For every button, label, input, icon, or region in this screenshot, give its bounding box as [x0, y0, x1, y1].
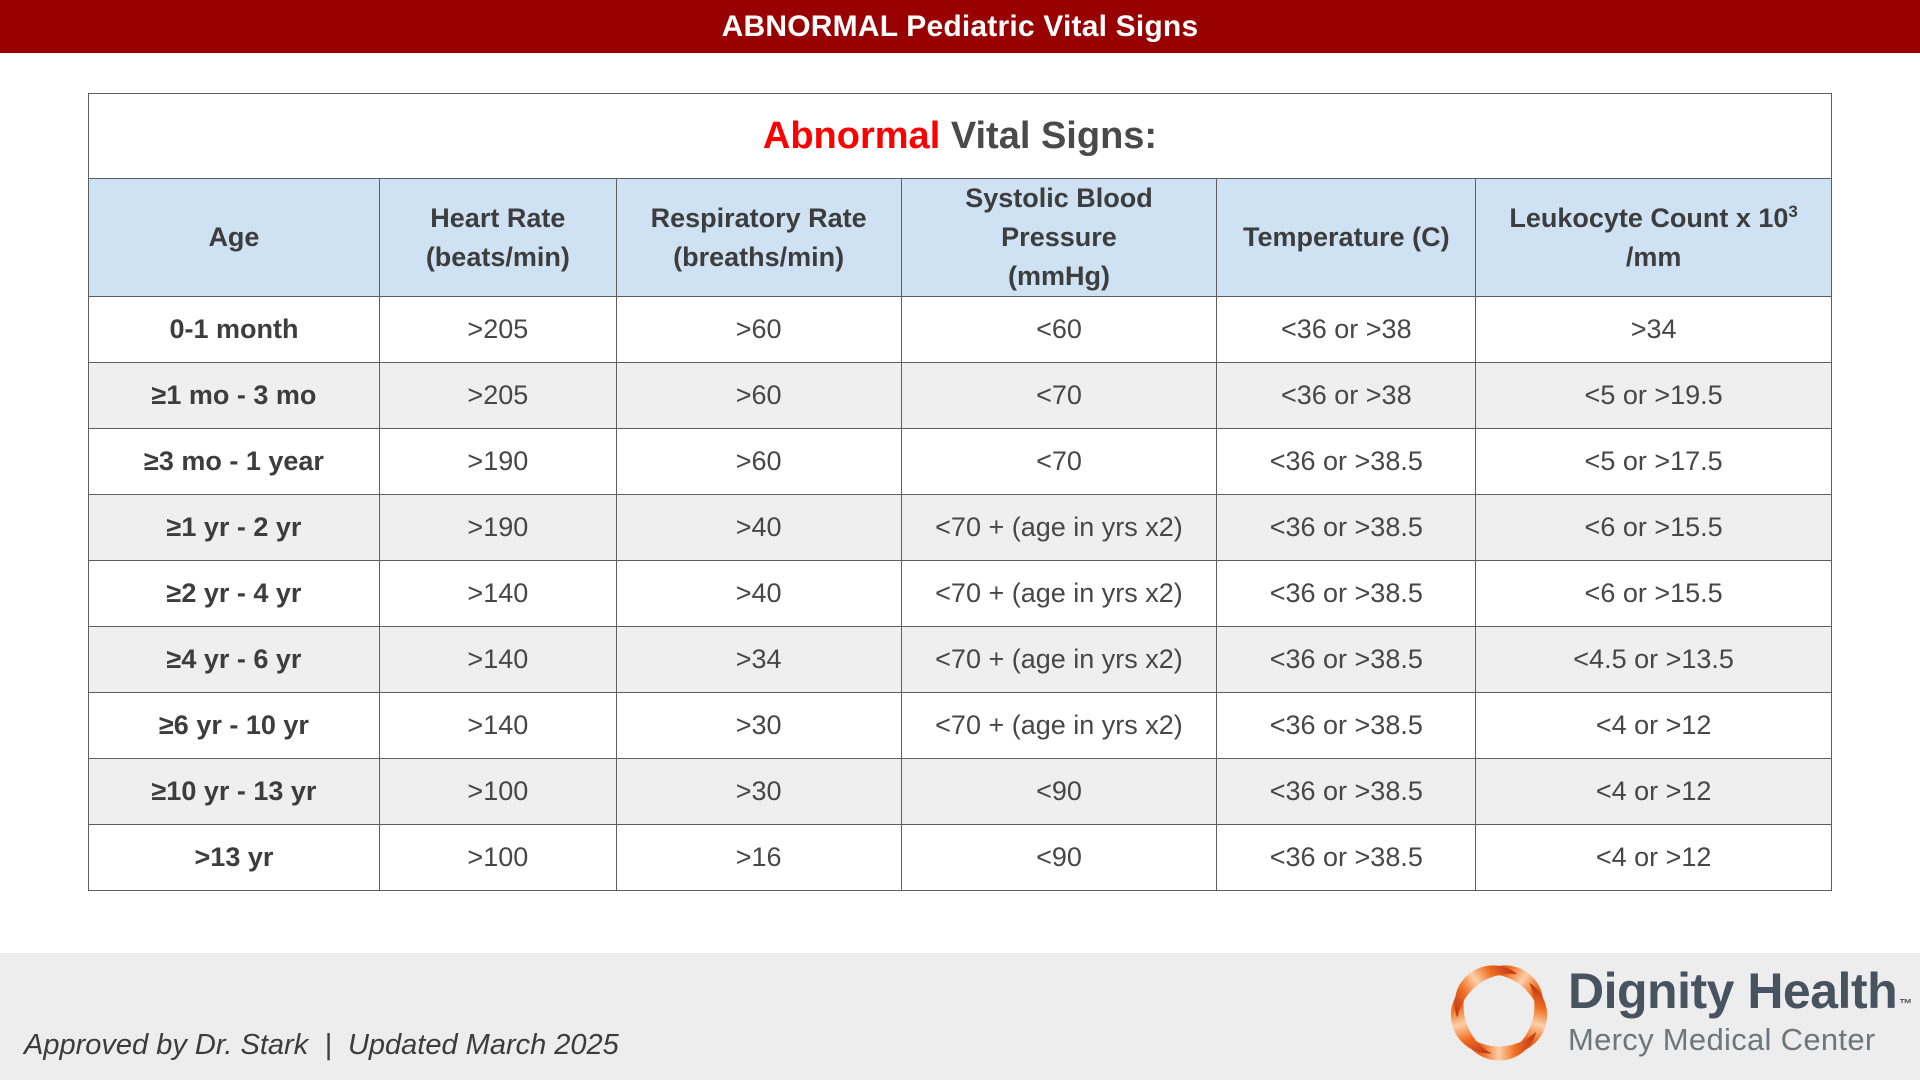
value-cell: <36 or >38 [1216, 362, 1477, 430]
value-cell: <60 [900, 296, 1218, 364]
value-cell: >140 [378, 692, 617, 760]
value-cell: <70 + (age in yrs x2) [900, 560, 1218, 628]
footer: Approved by Dr. Stark | Updated March 20… [0, 953, 1920, 1080]
column-header-systolic-blood-pressure: Systolic Blood Pressure (mmHg) [900, 177, 1218, 298]
value-cell: <70 + (age in yrs x2) [900, 626, 1218, 694]
value-cell: >34 [615, 626, 902, 694]
value-cell: <4 or >12 [1475, 824, 1832, 892]
value-cell: <70 + (age in yrs x2) [900, 494, 1218, 562]
logo-text-block: Dignity Health ™ Mercy Medical Center [1568, 966, 1912, 1058]
table-row: ≥2 yr - 4 yr >140 >40 <70 + (age in yrs x2)… [88, 560, 1832, 628]
table-row: ≥1 mo - 3 mo >205 >60 <70 <36 or >38 <5 or >1… [88, 362, 1832, 430]
value-cell: >140 [378, 626, 617, 694]
value-cell: <36 or >38.5 [1216, 692, 1477, 760]
value-cell: <36 or >38 [1216, 296, 1477, 364]
banner-title: ABNORMAL Pediatric Vital Signs [721, 9, 1199, 43]
value-cell: <36 or >38.5 [1216, 758, 1477, 826]
trademark-symbol: ™ [1899, 996, 1912, 1011]
table-title-highlight: Abnormal [762, 114, 941, 157]
dignity-health-flower-icon [1450, 965, 1548, 1061]
value-cell: <4 or >12 [1475, 758, 1832, 826]
value-cell: >40 [615, 494, 902, 562]
age-cell: 0-1 month [88, 296, 380, 364]
table-row: ≥10 yr - 13 yr >100 >30 <90 <36 or >38.5 <4 o… [88, 758, 1832, 826]
value-cell: >100 [378, 824, 617, 892]
vital-signs-table: Abnormal Vital Signs: Age Heart Rate (beat… [88, 93, 1832, 892]
value-cell: <6 or >15.5 [1475, 560, 1832, 628]
value-cell: >100 [378, 758, 617, 826]
age-cell: ≥3 mo - 1 year [88, 428, 380, 496]
table-title-rest: Vital Signs: [950, 114, 1158, 157]
value-cell: >34 [1475, 296, 1832, 364]
value-cell: <5 or >19.5 [1475, 362, 1832, 430]
age-cell: ≥2 yr - 4 yr [88, 560, 380, 628]
age-cell: ≥1 mo - 3 mo [88, 362, 380, 430]
age-cell: ≥6 yr - 10 yr [88, 692, 380, 760]
value-cell: >30 [615, 758, 902, 826]
age-cell: >13 yr [88, 824, 380, 892]
value-cell: <36 or >38.5 [1216, 626, 1477, 694]
value-cell: <90 [900, 824, 1218, 892]
value-cell: >30 [615, 692, 902, 760]
value-cell: >190 [378, 428, 617, 496]
table-row: ≥1 yr - 2 yr >190 >40 <70 + (age in yrs x2)… [88, 494, 1832, 562]
title-banner: ABNORMAL Pediatric Vital Signs [0, 0, 1920, 53]
dignity-health-logo: Dignity Health ™ Mercy Medical Center [1442, 955, 1912, 1069]
column-header-leukocyte-count: Leukocyte Count x 103 /mm [1475, 177, 1832, 298]
column-header-temperature: Temperature (C) [1216, 177, 1477, 298]
column-header-respiratory-rate: Respiratory Rate (breaths/min) [615, 177, 902, 298]
table-row: ≥4 yr - 6 yr >140 >34 <70 + (age in yrs x2)… [88, 626, 1832, 694]
value-cell: >60 [615, 362, 902, 430]
value-cell: <6 or >15.5 [1475, 494, 1832, 562]
age-cell: ≥10 yr - 13 yr [88, 758, 380, 826]
value-cell: >40 [615, 560, 902, 628]
value-cell: <36 or >38.5 [1216, 824, 1477, 892]
table-title: Abnormal Vital Signs: [88, 93, 1832, 179]
table-title-row: Abnormal Vital Signs: [88, 93, 1832, 179]
value-cell: <36 or >38.5 [1216, 560, 1477, 628]
value-cell: <5 or >17.5 [1475, 428, 1832, 496]
value-cell: <70 [900, 428, 1218, 496]
value-cell: >190 [378, 494, 617, 562]
age-cell: ≥1 yr - 2 yr [88, 494, 380, 562]
value-cell: <90 [900, 758, 1218, 826]
logo-subtitle: Mercy Medical Center [1568, 1022, 1876, 1057]
value-cell: >60 [615, 428, 902, 496]
value-cell: >16 [615, 824, 902, 892]
table-row: 0-1 month >205 >60 <60 <36 or >38 >34 [88, 296, 1832, 364]
value-cell: <4.5 or >13.5 [1475, 626, 1832, 694]
value-cell: <4 or >12 [1475, 692, 1832, 760]
approval-note: Approved by Dr. Stark | Updated March 20… [24, 1029, 619, 1061]
value-cell: >205 [378, 362, 617, 430]
value-cell: <36 or >38.5 [1216, 494, 1477, 562]
logo-name: Dignity Health ™ [1568, 966, 1912, 1016]
table-header-row: Age Heart Rate (beats/min) Respiratory Rate… [88, 177, 1832, 298]
age-cell: ≥4 yr - 6 yr [88, 626, 380, 694]
value-cell: <36 or >38.5 [1216, 428, 1477, 496]
value-cell: >60 [615, 296, 902, 364]
value-cell: >205 [378, 296, 617, 364]
column-header-age: Age [88, 177, 380, 298]
vital-signs-table-container: Abnormal Vital Signs: Age Heart Rate (beat… [88, 93, 1832, 892]
table-row: >13 yr >100 >16 <90 <36 or >38.5 <4 or >12 [88, 824, 1832, 892]
value-cell: <70 [900, 362, 1218, 430]
table-row: ≥6 yr - 10 yr >140 >30 <70 + (age in yrs x2… [88, 692, 1832, 760]
value-cell: <70 + (age in yrs x2) [900, 692, 1218, 760]
logo-name-text: Dignity Health [1568, 963, 1898, 1019]
table-row: ≥3 mo - 1 year >190 >60 <70 <36 or >38.5 <5 o… [88, 428, 1832, 496]
column-header-heart-rate: Heart Rate (beats/min) [378, 177, 617, 298]
value-cell: >140 [378, 560, 617, 628]
